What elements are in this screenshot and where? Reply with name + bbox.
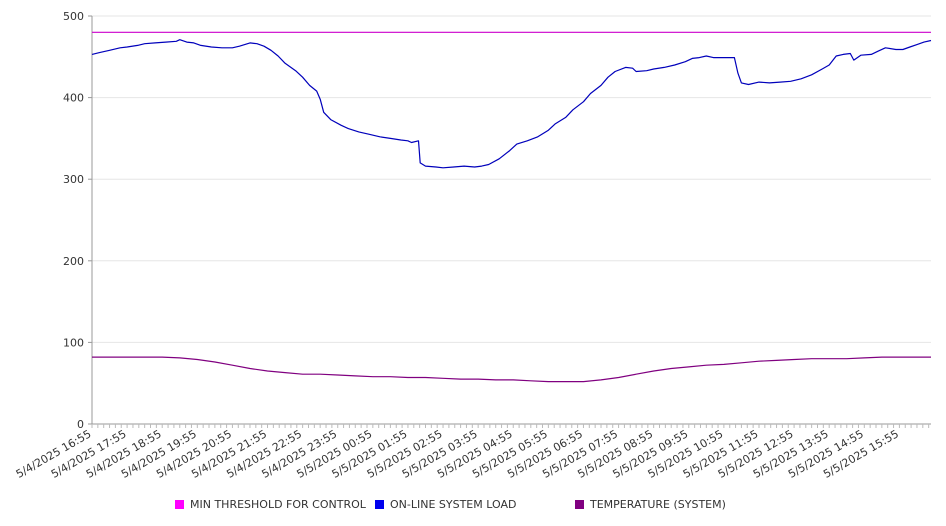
grid-lines xyxy=(92,15,931,343)
y-axis-ticks: 0 100 200 300 400 500 xyxy=(63,10,92,431)
series-line-on-line-system-load xyxy=(91,39,932,169)
legend-item-temperature[interactable]: TEMPERATURE (SYSTEM) xyxy=(575,498,726,511)
legend-swatch-temperature xyxy=(575,500,584,509)
legend-swatch-min-threshold xyxy=(175,500,184,509)
legend-label-min-threshold: MIN THRESHOLD FOR CONTROL xyxy=(190,498,366,511)
y-tick-label-0: 0 xyxy=(77,418,84,431)
legend-label-temperature: TEMPERATURE (SYSTEM) xyxy=(590,498,726,511)
series-lines xyxy=(91,31,932,383)
series-line-temperature-system xyxy=(92,356,931,383)
y-tick-label-300: 300 xyxy=(63,173,84,186)
legend-item-min-threshold[interactable]: MIN THRESHOLD FOR CONTROL xyxy=(175,498,366,511)
legend-label-system-load: ON-LINE SYSTEM LOAD xyxy=(390,498,517,511)
y-tick-label-400: 400 xyxy=(63,92,84,105)
legend-item-system-load[interactable]: ON-LINE SYSTEM LOAD xyxy=(375,498,516,511)
y-tick-label-200: 200 xyxy=(63,255,84,268)
y-tick-label-500: 500 xyxy=(63,10,84,23)
x-axis-ticks: 5/4/2025 16:555/4/2025 17:555/4/2025 18:… xyxy=(14,424,930,481)
chart-axes xyxy=(91,16,931,425)
legend-swatch-system-load xyxy=(375,500,384,509)
y-tick-label-100: 100 xyxy=(63,336,84,349)
